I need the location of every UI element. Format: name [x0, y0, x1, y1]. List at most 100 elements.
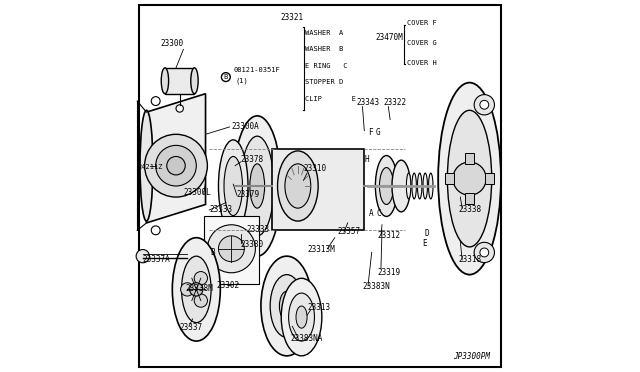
Circle shape	[176, 105, 184, 112]
Text: CLIP       E: CLIP E	[305, 96, 356, 102]
Ellipse shape	[376, 155, 397, 217]
Ellipse shape	[270, 275, 303, 337]
Text: 23313: 23313	[307, 303, 330, 312]
Ellipse shape	[140, 110, 153, 221]
Text: A: A	[369, 209, 373, 218]
Text: 23318: 23318	[458, 255, 481, 264]
Polygon shape	[165, 68, 195, 94]
Text: 23383NA: 23383NA	[291, 334, 323, 343]
Ellipse shape	[392, 160, 410, 212]
Circle shape	[189, 283, 203, 296]
Ellipse shape	[438, 83, 501, 275]
Text: 23300L: 23300L	[184, 188, 211, 197]
Text: F: F	[368, 128, 373, 137]
Ellipse shape	[417, 173, 422, 199]
Ellipse shape	[380, 167, 394, 205]
Ellipse shape	[224, 157, 243, 215]
Ellipse shape	[474, 94, 495, 115]
Circle shape	[453, 162, 486, 195]
Ellipse shape	[261, 256, 312, 356]
Text: 23357: 23357	[338, 227, 361, 236]
Text: 23333: 23333	[209, 205, 232, 214]
FancyBboxPatch shape	[485, 173, 494, 184]
Circle shape	[167, 157, 185, 175]
Text: 23300A: 23300A	[232, 122, 259, 131]
Text: 23379: 23379	[237, 190, 260, 199]
Ellipse shape	[191, 68, 198, 94]
Circle shape	[207, 225, 255, 273]
Text: JP3300PM: JP3300PM	[453, 352, 490, 361]
Text: C: C	[376, 209, 381, 218]
Circle shape	[480, 248, 489, 257]
Circle shape	[180, 283, 194, 296]
Text: 23302: 23302	[216, 280, 240, 289]
Text: WASHER  A: WASHER A	[305, 30, 344, 36]
Ellipse shape	[285, 164, 311, 208]
Circle shape	[480, 100, 489, 109]
Text: 24211Z: 24211Z	[137, 164, 163, 170]
Text: 23337A: 23337A	[143, 255, 170, 264]
Circle shape	[194, 294, 207, 307]
Text: 23470M: 23470M	[375, 33, 403, 42]
Text: 23378: 23378	[241, 155, 264, 164]
Circle shape	[221, 73, 230, 81]
Text: H: H	[365, 155, 369, 164]
Ellipse shape	[241, 136, 274, 236]
Text: B: B	[224, 74, 228, 80]
Text: WASHER  B: WASHER B	[305, 46, 344, 52]
Text: 23312: 23312	[377, 231, 401, 240]
Text: 23383N: 23383N	[362, 282, 390, 291]
Text: 23337: 23337	[180, 323, 203, 332]
Text: 23322: 23322	[383, 98, 406, 107]
Text: COVER H: COVER H	[407, 60, 436, 65]
Ellipse shape	[233, 116, 281, 256]
Ellipse shape	[281, 278, 322, 356]
Text: D: D	[424, 229, 429, 238]
Text: E: E	[422, 239, 426, 248]
Circle shape	[145, 134, 207, 197]
Ellipse shape	[474, 242, 495, 263]
Text: B: B	[211, 248, 215, 257]
Ellipse shape	[289, 293, 314, 341]
Text: 23321: 23321	[280, 13, 303, 22]
Ellipse shape	[278, 151, 318, 221]
Circle shape	[156, 145, 196, 186]
Circle shape	[151, 97, 160, 106]
Text: COVER G: COVER G	[407, 40, 436, 46]
Text: 23380: 23380	[241, 240, 264, 249]
Polygon shape	[147, 94, 205, 223]
FancyBboxPatch shape	[465, 193, 474, 205]
Text: 23300: 23300	[161, 39, 184, 48]
Ellipse shape	[406, 173, 411, 199]
Text: 23343: 23343	[356, 98, 380, 107]
FancyBboxPatch shape	[445, 173, 454, 184]
Ellipse shape	[423, 173, 428, 199]
Ellipse shape	[447, 110, 492, 247]
Text: 23338M: 23338M	[185, 284, 213, 293]
Ellipse shape	[182, 256, 211, 323]
Text: COVER F: COVER F	[407, 20, 436, 26]
Ellipse shape	[218, 140, 248, 232]
FancyBboxPatch shape	[465, 153, 474, 164]
Ellipse shape	[172, 238, 220, 341]
Text: 23310: 23310	[303, 164, 326, 173]
Text: (1): (1)	[235, 78, 248, 84]
Circle shape	[136, 250, 149, 263]
Ellipse shape	[280, 291, 294, 321]
Ellipse shape	[429, 173, 433, 199]
Text: 23338: 23338	[458, 205, 481, 214]
Circle shape	[151, 226, 160, 235]
Circle shape	[194, 272, 207, 285]
Polygon shape	[204, 215, 259, 284]
Text: 23319: 23319	[377, 267, 401, 277]
Text: G: G	[376, 128, 380, 137]
Circle shape	[218, 236, 244, 262]
Ellipse shape	[161, 68, 168, 94]
Text: 08121-0351F: 08121-0351F	[233, 67, 280, 73]
Text: 23333: 23333	[246, 225, 269, 234]
Ellipse shape	[296, 306, 307, 328]
Ellipse shape	[412, 173, 417, 199]
Text: E RING   C: E RING C	[305, 63, 348, 69]
Text: STOPPER D: STOPPER D	[305, 80, 344, 86]
Text: 23313M: 23313M	[307, 246, 335, 254]
